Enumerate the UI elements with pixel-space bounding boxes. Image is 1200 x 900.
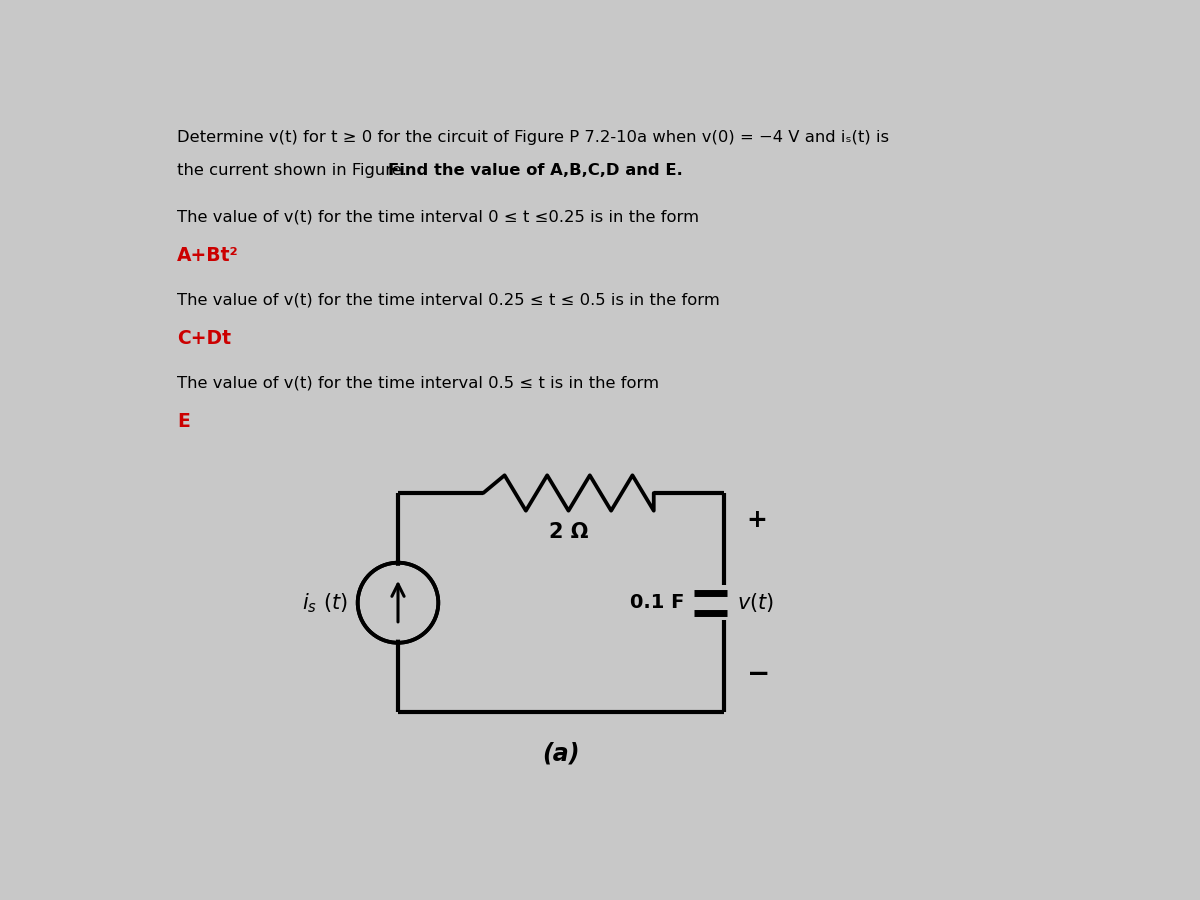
Text: 0.1 F: 0.1 F (630, 593, 685, 612)
Text: C+Dt: C+Dt (178, 329, 232, 348)
Text: The value of v(t) for the time interval 0 ≤ t ≤0.25 is in the form: The value of v(t) for the time interval … (178, 209, 700, 224)
Text: the current shown in Figure.: the current shown in Figure. (178, 164, 413, 178)
Circle shape (361, 566, 436, 640)
Text: +: + (746, 508, 768, 532)
Text: The value of v(t) for the time interval 0.25 ≤ t ≤ 0.5 is in the form: The value of v(t) for the time interval … (178, 292, 720, 307)
Text: Determine v(t) for t ≥ 0 for the circuit of Figure P 7.2-10a when v(0) = −4 V an: Determine v(t) for t ≥ 0 for the circuit… (178, 130, 889, 145)
Text: The value of v(t) for the time interval 0.5 ≤ t is in the form: The value of v(t) for the time interval … (178, 375, 659, 391)
Text: A+Bt²: A+Bt² (178, 247, 239, 266)
Text: −: − (746, 660, 770, 688)
Text: $v(t)$: $v(t)$ (738, 591, 774, 614)
Text: (a): (a) (542, 742, 580, 766)
Text: E: E (178, 412, 190, 431)
Text: 2 Ω: 2 Ω (548, 522, 588, 543)
Text: $i_s$ $(t)$: $i_s$ $(t)$ (302, 591, 348, 615)
Text: Find the value of A,B,C,D and E.: Find the value of A,B,C,D and E. (388, 164, 683, 178)
